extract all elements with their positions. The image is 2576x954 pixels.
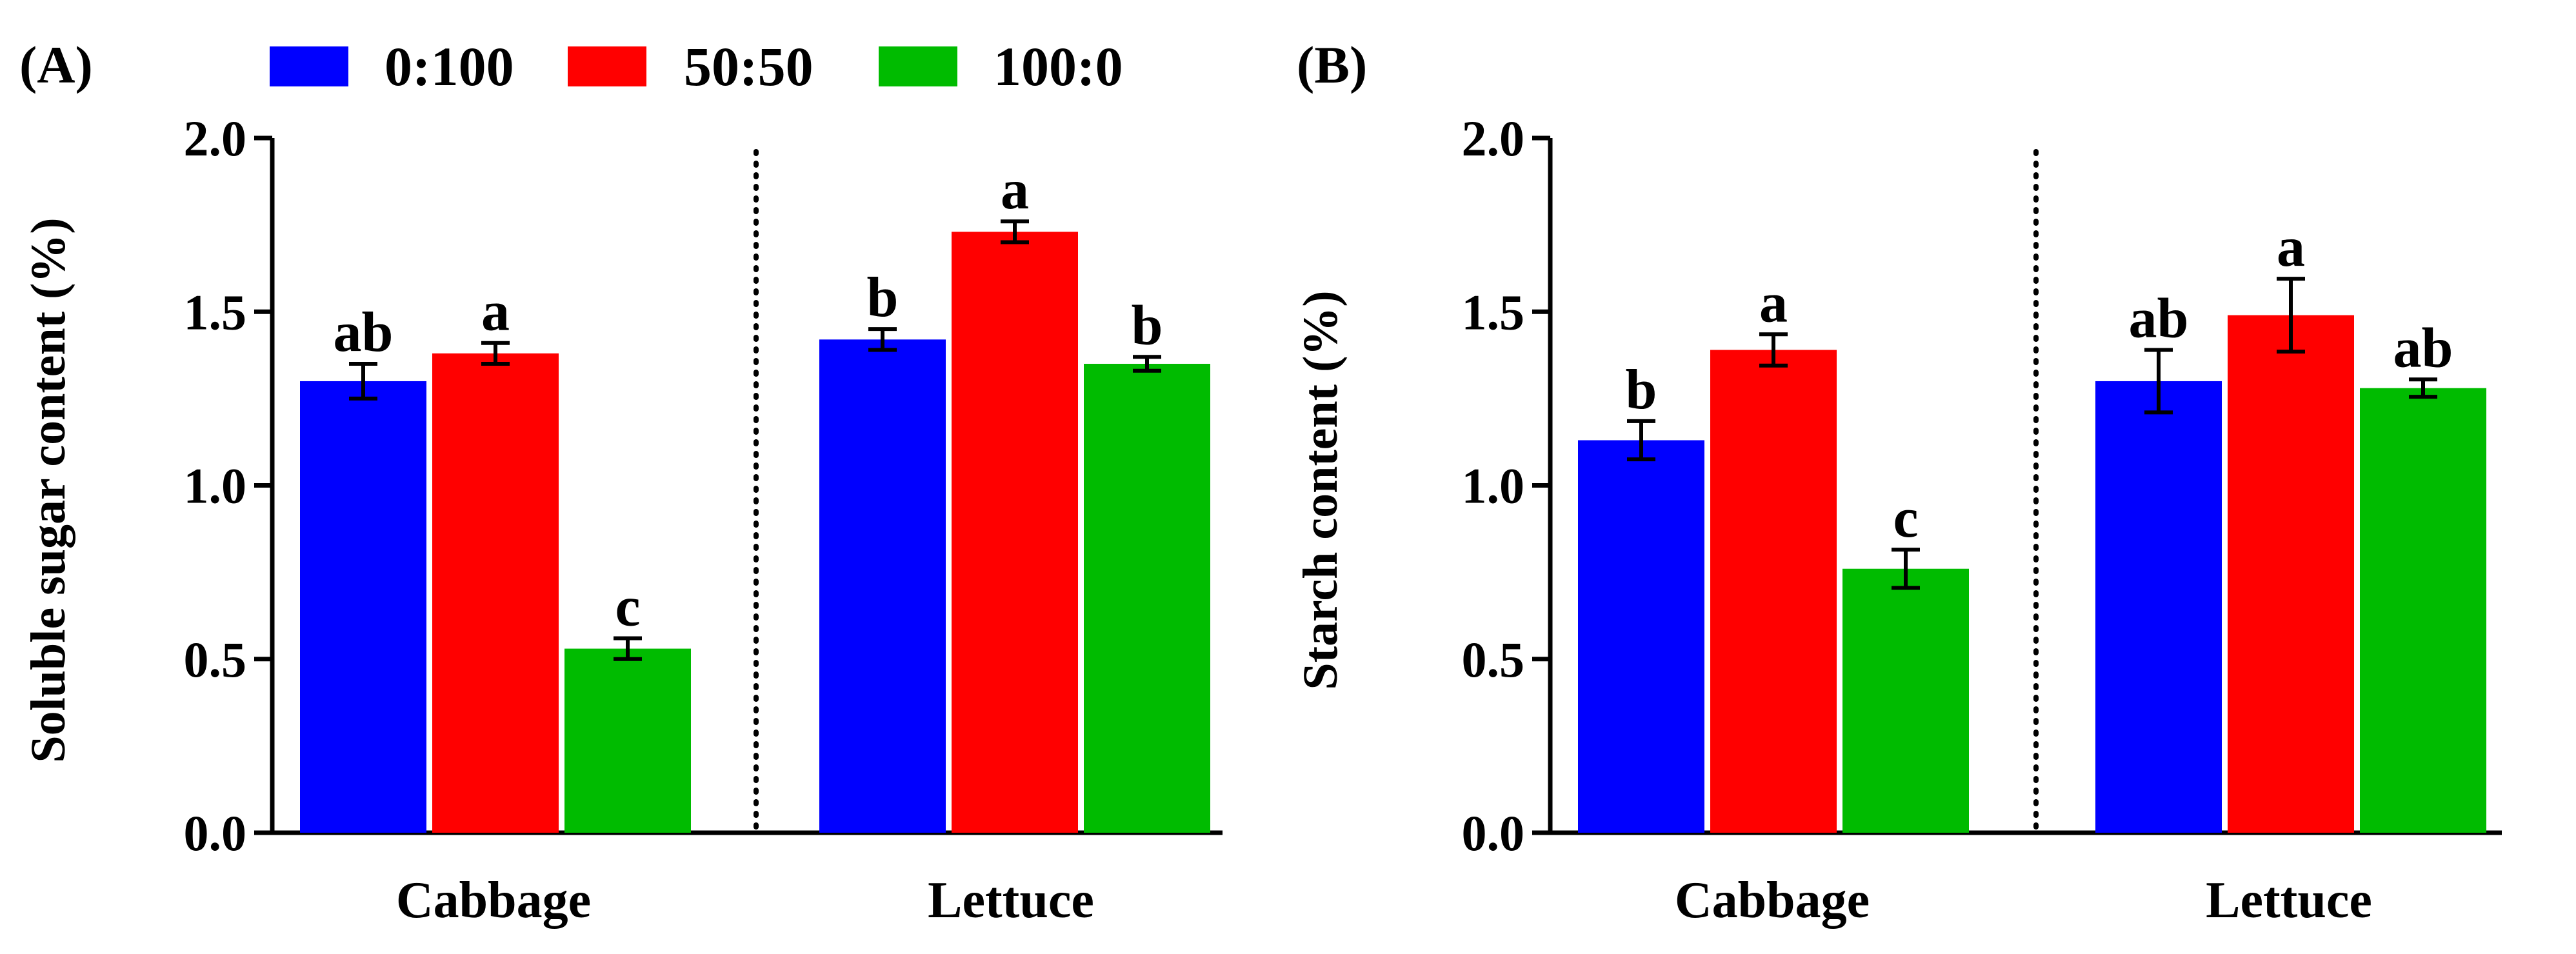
bar-lettuce-2 [2360, 388, 2486, 833]
category-label-a-cabbage: Cabbage [396, 872, 591, 929]
bar-lettuce-1 [952, 232, 1078, 833]
ytick-label: 1.5 [184, 284, 247, 340]
ylabel-b: Starch content (%) [1293, 290, 1348, 690]
ytick-label: 1.5 [1462, 284, 1525, 340]
significance-letter: a [1001, 159, 1029, 221]
bar-lettuce-0 [2095, 381, 2222, 833]
significance-letter: a [2277, 216, 2305, 279]
significance-letter: ab [334, 301, 394, 364]
category-label-b-cabbage: Cabbage [1675, 872, 1870, 929]
ytick-label: 0.0 [1462, 805, 1525, 861]
bar-cabbage-1 [432, 353, 559, 833]
legend-swatch-1 [568, 46, 646, 86]
bar-cabbage-0 [1578, 440, 1704, 833]
bar-cabbage-2 [1842, 568, 1969, 833]
ytick-label: 2.0 [1462, 110, 1525, 166]
ylabel-a: Soluble sugar content (%) [21, 217, 75, 762]
legend-swatch-0 [270, 46, 348, 86]
data-marks: ab b a a c b b ab a a c ab [300, 159, 2486, 833]
significance-letter: c [1893, 487, 1918, 550]
category-label-a-lettuce: Lettuce [928, 872, 1094, 929]
ytick-label: 2.0 [184, 110, 247, 166]
yticks-b: 0.0 0.5 1.0 1.5 2.0 [1462, 110, 1550, 861]
ytick-label: 0.5 [184, 631, 247, 688]
panel-label-a: (A) [19, 35, 93, 94]
ytick-label: 0.5 [1462, 631, 1525, 688]
bar-lettuce-2 [1084, 364, 1210, 833]
bar-cabbage-0 [300, 381, 426, 833]
significance-letter: c [615, 575, 640, 638]
ytick-label: 1.0 [184, 458, 247, 514]
bar-lettuce-0 [819, 339, 946, 833]
legend-label-2: 100:0 [993, 35, 1123, 97]
ytick-label: 0.0 [184, 805, 247, 861]
bar-cabbage-1 [1710, 350, 1837, 833]
panel-label-b: (B) [1297, 35, 1367, 94]
significance-letter: b [1626, 359, 1657, 421]
significance-letter: ab [2393, 317, 2453, 379]
significance-letter: a [1759, 272, 1788, 334]
significance-letter: ab [2129, 287, 2189, 350]
legend-label-0: 0:100 [384, 35, 514, 97]
legend: 0:100 50:50 100:0 [270, 35, 1123, 97]
ytick-label: 1.0 [1462, 458, 1525, 514]
category-label-b-lettuce: Lettuce [2206, 872, 2372, 929]
significance-letter: b [867, 266, 899, 329]
significance-letter: a [481, 281, 510, 343]
bar-cabbage-2 [564, 648, 691, 833]
legend-swatch-2 [879, 46, 957, 86]
yticks-a: 0.0 0.5 1.0 1.5 2.0 [184, 110, 272, 861]
legend-label-1: 50:50 [684, 35, 814, 97]
bar-lettuce-1 [2228, 315, 2354, 833]
significance-letter: b [1132, 294, 1163, 357]
